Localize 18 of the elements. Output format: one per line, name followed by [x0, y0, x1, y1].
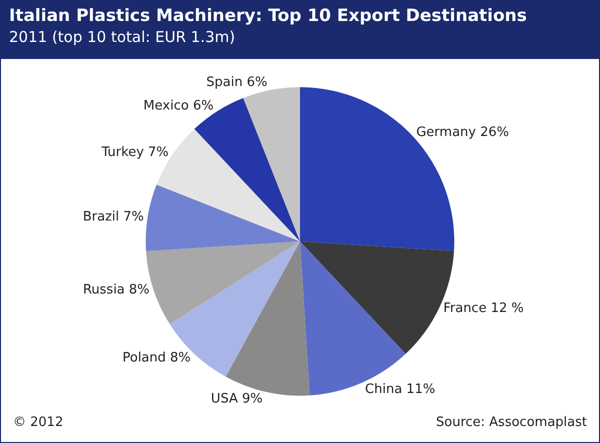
pie-slice	[170, 241, 300, 377]
text: © 2012	[13, 415, 64, 430]
source-note: Source: Assocomaplast	[436, 415, 587, 430]
slice-label: Turkey 7%	[100, 144, 169, 160]
chart-subtitle: 2011 (top 10 total: EUR 1.3m)	[9, 28, 236, 46]
slice-label: Brazil 7%	[82, 210, 144, 225]
pie-slice	[146, 184, 300, 252]
pie-slice	[243, 87, 300, 242]
chart-title: Italian Plastics Machinery: Top 10 Export Destinations	[9, 6, 528, 26]
pie-slice	[300, 241, 406, 396]
slice-label: Germany 26%	[416, 124, 509, 140]
slice-label: China 11%	[365, 382, 436, 397]
slice-label: France 12 %	[443, 300, 524, 316]
slice-label: Poland 8%	[122, 350, 191, 366]
slice-label: Mexico 6%	[143, 98, 214, 114]
slice-label: Spain 6%	[206, 75, 268, 90]
slice-label: Russia 8%	[82, 282, 150, 298]
slice-label: USA 9%	[210, 392, 263, 407]
